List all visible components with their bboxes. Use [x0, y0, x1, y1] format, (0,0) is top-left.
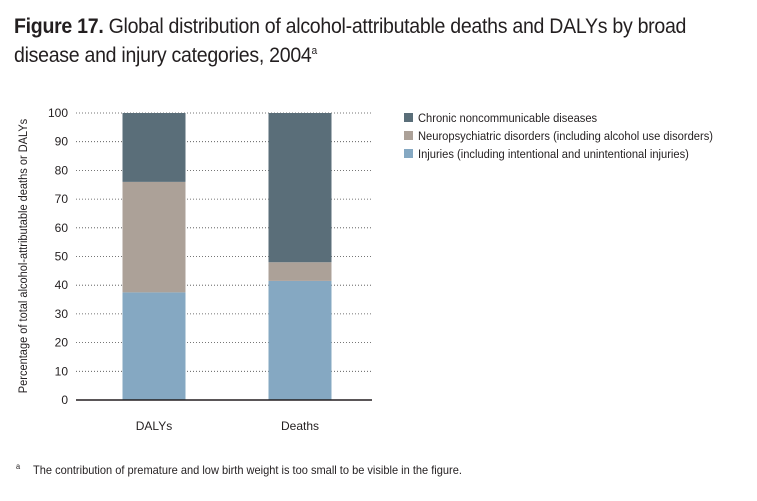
bar-deaths-series-2 [268, 113, 332, 263]
x-axis-labels: DALYs Deaths [136, 419, 319, 433]
y-axis-label: Percentage of total alcohol-attributable… [18, 119, 30, 394]
bars-group [122, 113, 332, 400]
footnote-text: The contribution of premature and low bi… [32, 463, 462, 477]
footnote-marker: a [16, 462, 21, 471]
y-tick-label-10: 10 [55, 364, 69, 378]
y-tick-label-50: 50 [55, 250, 69, 264]
x-tick-label-deaths: Deaths [281, 419, 319, 433]
y-tick-label-90: 90 [55, 135, 69, 149]
legend-label-0: Injuries (including intentional and unin… [418, 149, 689, 161]
figure-title: Figure 17. Global distribution of alcoho… [14, 12, 698, 70]
bar-dalys-series-2 [122, 113, 186, 182]
legend-label-2: Chronic noncommunicable diseases [418, 113, 597, 125]
bar-dalys-series-1 [122, 181, 186, 293]
y-tick-label-80: 80 [55, 163, 69, 177]
x-tick-label-dalys: DALYs [136, 419, 172, 433]
figure-label: Figure 17. [14, 15, 104, 38]
legend-swatch-0 [404, 149, 413, 158]
bar-dalys-series-0 [122, 292, 186, 400]
y-axis-ticks: 0 10 20 30 40 50 60 70 80 90 100 [48, 106, 68, 407]
title-footnote-marker: a [311, 45, 317, 57]
y-tick-label-40: 40 [55, 278, 69, 292]
bar-deaths-series-1 [268, 262, 332, 281]
y-tick-label-70: 70 [55, 192, 69, 206]
bar-deaths-series-0 [268, 280, 332, 400]
legend: Chronic noncommunicable diseases Neuropsy… [404, 113, 713, 161]
y-tick-label-20: 20 [55, 336, 69, 350]
y-tick-label-60: 60 [55, 221, 69, 235]
y-tick-label-100: 100 [48, 106, 68, 120]
y-tick-label-0: 0 [61, 393, 68, 407]
footnote: a The contribution of premature and low b… [16, 462, 462, 477]
figure-title-text: Global distribution of alcohol-attributa… [14, 15, 687, 67]
legend-swatch-2 [404, 113, 413, 122]
legend-label-1: Neuropsychiatric disorders (including al… [418, 131, 713, 143]
legend-swatch-1 [404, 131, 413, 140]
y-tick-label-30: 30 [55, 307, 69, 321]
